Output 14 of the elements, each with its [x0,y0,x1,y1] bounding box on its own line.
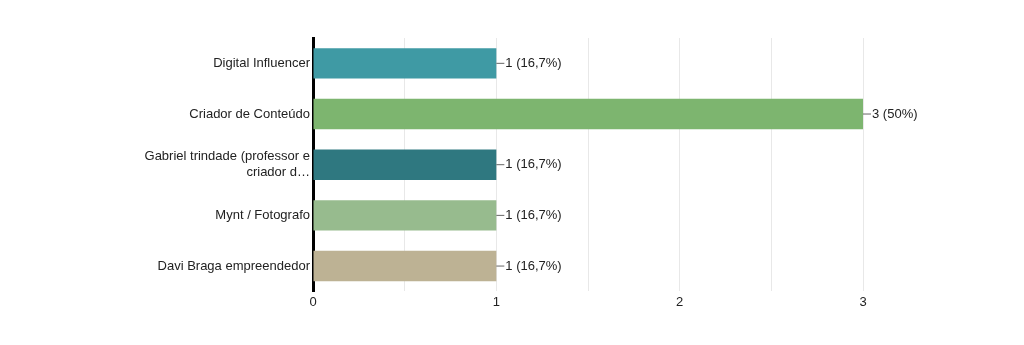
x-tick-label: 1 [492,293,500,309]
data-label: 1 (16,7%) [505,156,562,172]
y-tick-label: Gabriel trindade (professor e criador d… [144,148,310,180]
y-tick-label: Criador de Conteúdo [189,105,310,121]
data-label: 1 (16,7%) [505,257,562,273]
y-tick-label: Davi Braga empreendedor [157,257,311,273]
y-tick-label: Mynt / Fotografo [215,206,310,222]
y-tick-label: Digital Influencer [213,54,311,70]
data-label: 3 (50%) [872,105,918,121]
x-tick-label: 3 [859,293,867,309]
data-label: 1 (16,7%) [505,206,562,222]
data-label: 1 (16,7%) [505,54,562,70]
x-tick-label: 0 [309,293,317,309]
x-tick-label: 2 [676,293,684,309]
